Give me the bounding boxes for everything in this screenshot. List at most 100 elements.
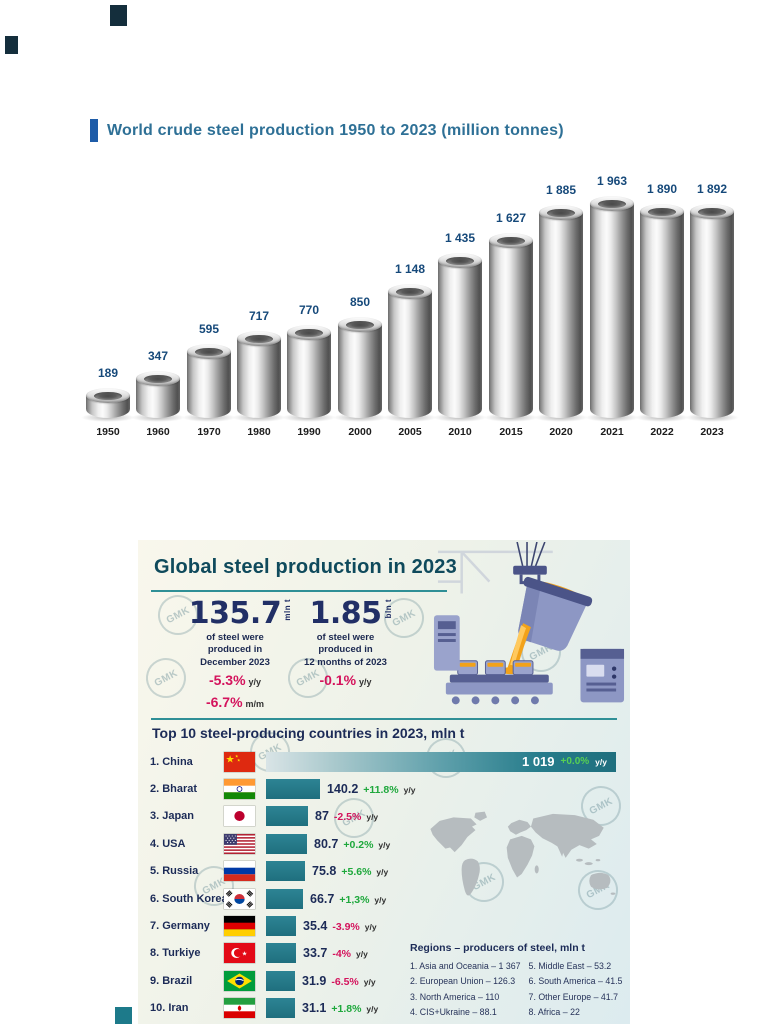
chart-title: World crude steel production 1950 to 202… xyxy=(107,121,564,139)
bar-value-label: 1 627 xyxy=(495,211,527,225)
bar-cylinder-top xyxy=(489,233,533,248)
country-value: 75.8 xyxy=(312,864,337,879)
chart-bar-2022: 1 890 2022 xyxy=(635,182,689,438)
stat-change-yoy: -5.3% y/y xyxy=(160,671,310,691)
country-value: 140.2 xyxy=(327,781,359,796)
bar-cylinder-hole xyxy=(547,208,575,217)
bar-year-label: 1990 xyxy=(297,426,321,438)
bar-cylinder-hole xyxy=(346,320,374,329)
flag-bharat-icon xyxy=(224,778,255,799)
top10-row-japan: 3. Japan 87 -2.5% y/y xyxy=(150,803,624,830)
chart-bar-1980: 717 1980 xyxy=(232,309,286,438)
value-bar xyxy=(266,806,308,827)
flag-russia-icon xyxy=(224,861,255,882)
chart-bar-2020: 1 885 2020 xyxy=(534,183,588,438)
stat-unit: bln t xyxy=(383,599,393,619)
value-bar xyxy=(266,833,307,854)
regions-col1: 1. Asia and Oceania – 1 367 2. European U… xyxy=(410,959,521,1021)
world-map xyxy=(420,780,628,938)
chart-bar-1960: 347 1960 xyxy=(131,349,185,438)
bar-cylinder-top xyxy=(640,204,684,219)
change-percent: -2.5% xyxy=(333,811,362,824)
value-bar xyxy=(266,998,295,1019)
top10-row-brazil: 9. Brazil 31.9 -6.5% y/y xyxy=(150,967,624,994)
stat-description: of steel were produced in December 2023 xyxy=(200,632,270,668)
bar-cylinder-top xyxy=(86,388,130,403)
bar-cylinder-hole xyxy=(598,199,626,208)
value-bar: 1 019 +0.0% y/y xyxy=(266,751,616,772)
change-value: -5.3% xyxy=(208,672,246,689)
change-percent: +0.0% xyxy=(560,756,590,767)
flag-iran-icon xyxy=(224,998,255,1019)
change-value: -0.1% xyxy=(319,672,357,689)
country-value: 31.1 xyxy=(302,1001,327,1016)
bar-value-label: 1 963 xyxy=(596,174,628,188)
country-value: 87 xyxy=(315,809,329,824)
flag-turkiye-icon: ★ xyxy=(224,943,255,964)
bar-cylinder-body xyxy=(539,212,583,418)
bar-cylinder-hole xyxy=(295,328,323,337)
stat-value: 1.85 xyxy=(309,596,382,631)
bar-cylinder-body xyxy=(237,338,281,418)
regions-panel: Regions – producers of steel, mln t 1. A… xyxy=(410,942,626,1021)
bar-cylinder-body xyxy=(287,332,331,418)
stat-number-wrap: 135.7 mln t xyxy=(189,596,292,631)
change-percent: +1.8% xyxy=(331,1003,362,1016)
page-artifact-left xyxy=(5,36,18,54)
bar-cylinder-top xyxy=(539,205,583,220)
bar-cylinder-hole xyxy=(144,374,172,383)
top10-row-russia: 5. Russia 75.8 +5.6% y/y xyxy=(150,858,624,885)
yoy-label: y/y xyxy=(403,784,416,795)
bar-value-label: 1 148 xyxy=(394,262,426,276)
bar-cylinder-body xyxy=(338,324,382,418)
stat-number-wrap: 1.85 bln t xyxy=(309,596,392,631)
bar-cylinder-top xyxy=(690,204,734,219)
yoy-label: y/y xyxy=(356,949,368,960)
bar-cylinder-hole xyxy=(195,347,223,356)
bar-value-label: 1 885 xyxy=(545,183,577,197)
bar-cylinder-hole xyxy=(648,207,676,216)
bar-cylinder-body xyxy=(640,211,684,418)
bar-cylinder-hole xyxy=(698,207,726,216)
value-group: 33.7 -4% y/y xyxy=(303,946,368,960)
yoy-label: y/y xyxy=(366,1004,379,1015)
region-item: 3. North America – 110 xyxy=(410,991,500,1002)
country-value: 35.4 xyxy=(303,918,328,933)
bar-cylinder-body xyxy=(187,351,231,418)
chart-bar-2010: 1 435 2010 xyxy=(433,231,487,438)
yoy-label: y/y xyxy=(595,756,607,767)
country-rank-name: 10. Iran xyxy=(150,1002,189,1015)
yoy-label: y/y xyxy=(363,976,376,987)
country-value: 1 019 xyxy=(521,754,555,769)
chart-bar-2015: 1 627 2015 xyxy=(484,211,538,438)
change-percent: +11.8% xyxy=(363,783,399,796)
value-group: 87 -2.5% y/y xyxy=(315,809,378,823)
value-group: 75.8 +5.6% y/y xyxy=(312,864,388,878)
bar-cylinder-hole xyxy=(94,391,122,400)
bar-year-label: 1980 xyxy=(247,426,271,438)
top10-row-china: 1. China ★ ★ ★ 1 019 +0.0% y/y xyxy=(150,748,624,775)
region-item: 2. European Union – 126.3 xyxy=(410,976,516,987)
chart-title-row: World crude steel production 1950 to 202… xyxy=(90,119,564,142)
bar-cylinder-top xyxy=(237,331,281,346)
bar-value-label: 595 xyxy=(198,322,220,336)
country-rank-name: 1. China xyxy=(150,755,193,768)
region-item: 6. South America – 41.5 xyxy=(528,976,623,987)
stat-change-yoy: -0.1% y/y xyxy=(278,671,413,691)
regions-col2: 5. Middle East – 53.2 6. South America – … xyxy=(529,959,626,1021)
section-divider xyxy=(151,718,617,720)
svg-text:★: ★ xyxy=(242,951,248,958)
value-group: 140.2 +11.8% y/y xyxy=(327,782,415,796)
value-group: 66.7 +1,3% y/y xyxy=(310,892,386,906)
country-rank-name: 9. Brazil xyxy=(150,974,193,987)
value-bar xyxy=(266,778,320,799)
flag-brazil-icon xyxy=(224,970,255,991)
top10-rows: 1. China ★ ★ ★ 1 019 +0.0% y/y 2. Bharat 140.2 +1… xyxy=(138,748,630,1024)
value-bar xyxy=(266,943,296,964)
top10-row-germany: 7. Germany 35.4 -3.9% y/y xyxy=(150,912,624,939)
country-rank-name: 7. Germany xyxy=(150,919,210,932)
bar-value-label: 850 xyxy=(349,295,371,309)
bar-cylinder-body xyxy=(388,291,432,418)
yoy-label: y/y xyxy=(364,921,377,932)
